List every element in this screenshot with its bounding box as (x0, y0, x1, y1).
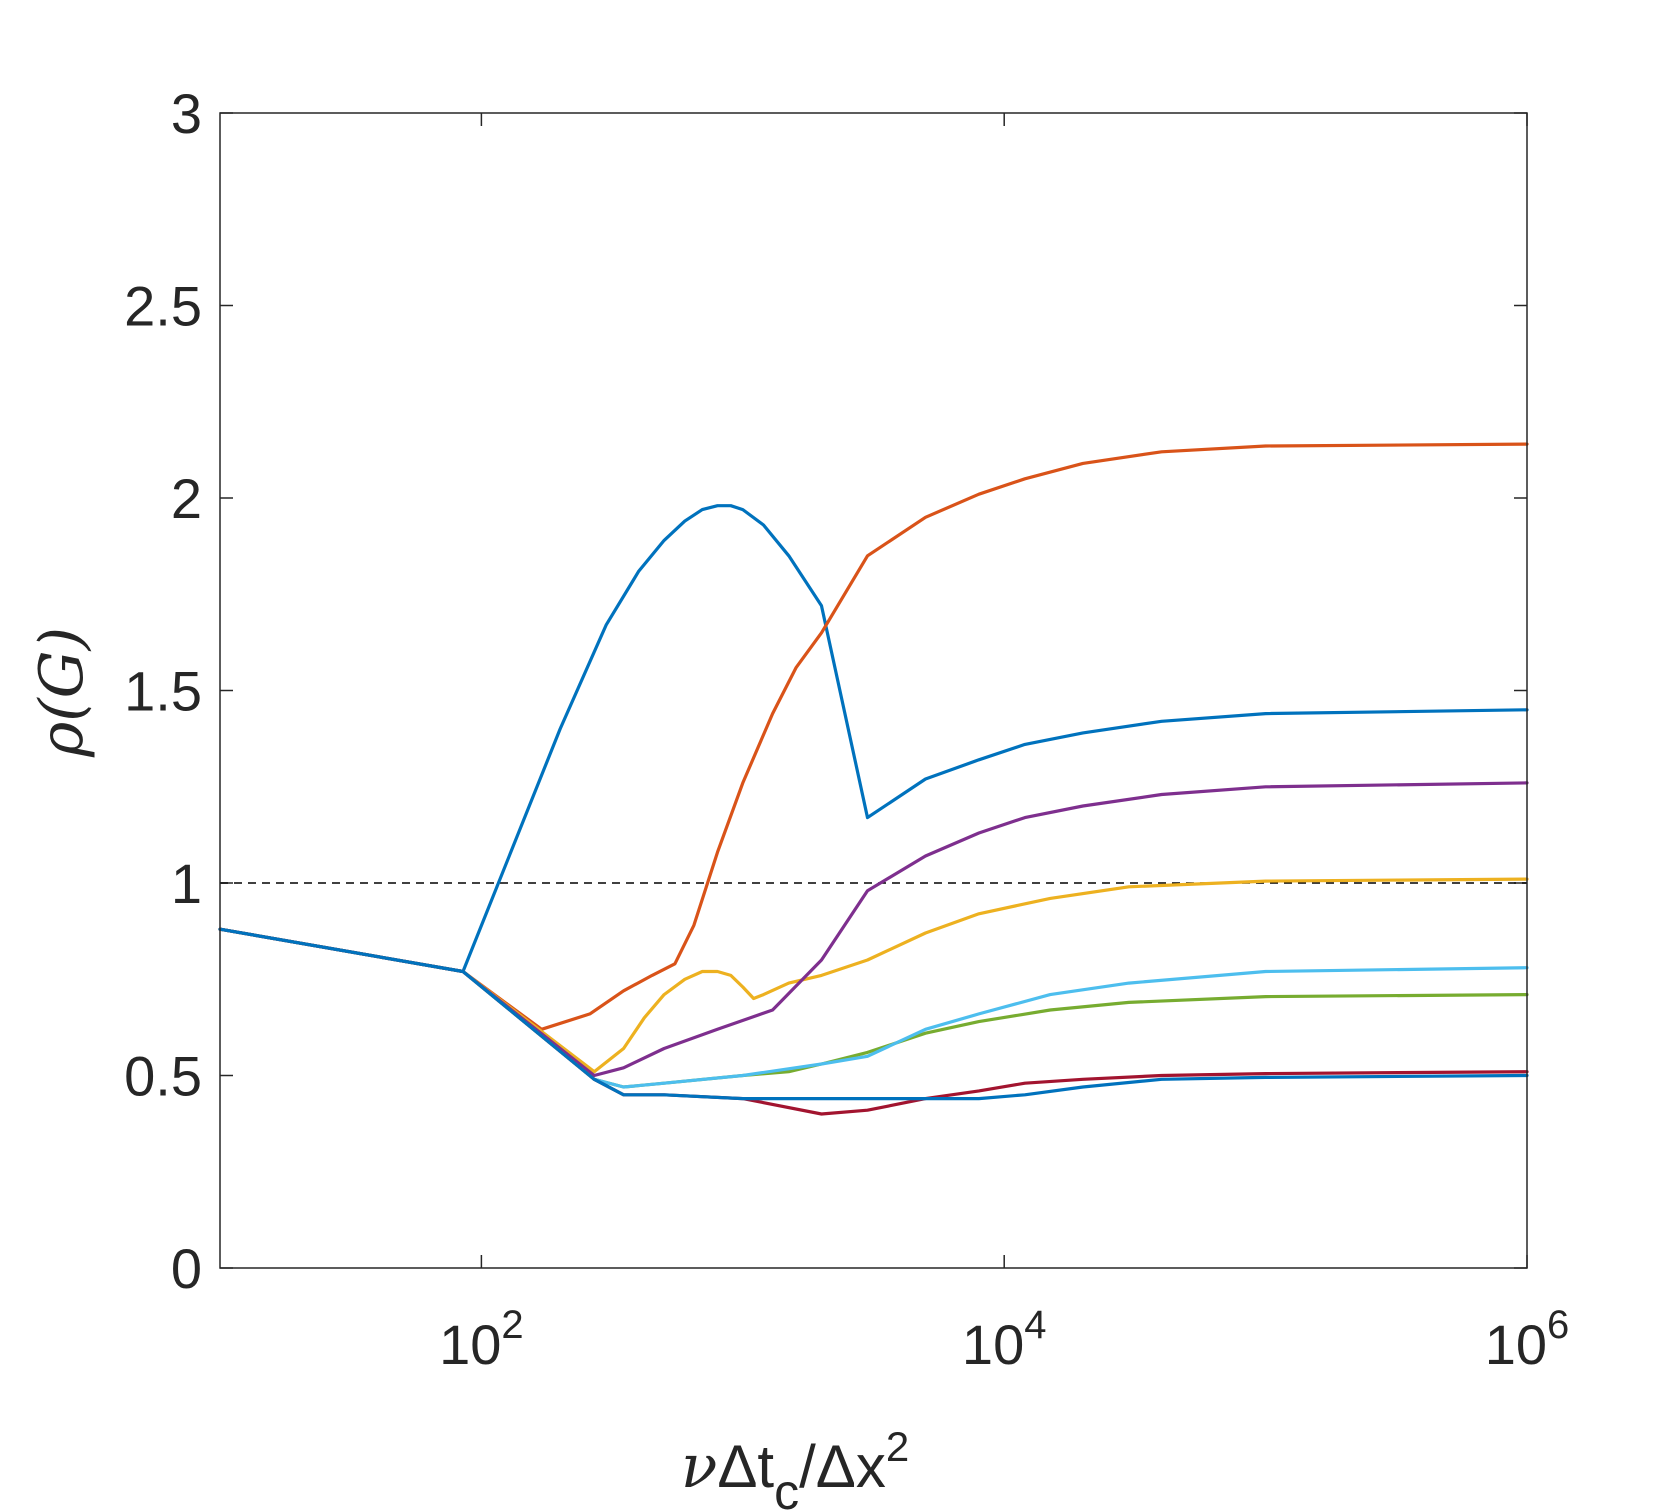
x-axis-label-nu: ν (681, 1432, 717, 1502)
y-tick-label: 1 (171, 852, 202, 915)
x-axis-label-superscript: 2 (886, 1423, 909, 1470)
y-tick-label: 2 (171, 467, 202, 530)
series-line-1 (218, 504, 1529, 974)
series-line-4 (218, 781, 1529, 1078)
y-axis-label: ρ(G) (27, 627, 97, 758)
y-tick-label: 1.5 (124, 660, 202, 723)
series-line-8 (218, 927, 1529, 1101)
x-axis-label-delta-1: Δ (717, 1433, 757, 1500)
x-tick-label: 102 (439, 1303, 524, 1376)
plot-area-frame (219, 112, 1528, 1269)
y-tick-label: 2.5 (124, 275, 202, 338)
x-axis-label: νΔtc/Δx2 (681, 1423, 909, 1512)
series-line-3 (218, 877, 1529, 1074)
x-axis-label-slash: / (799, 1433, 816, 1500)
y-tick-label: 0 (171, 1237, 202, 1300)
y-tick-label: 3 (171, 82, 202, 145)
x-axis-label-subscript: c (774, 1464, 799, 1512)
x-axis-label-delta-2: Δ (816, 1433, 856, 1500)
x-axis-label-t: t (757, 1433, 774, 1500)
series-line-2 (218, 442, 1529, 1031)
x-tick-label: 104 (962, 1303, 1047, 1376)
y-tick-label: 0.5 (124, 1045, 202, 1108)
x-tick-label: 106 (1485, 1303, 1570, 1376)
x-axis-label-x: x (856, 1433, 886, 1500)
